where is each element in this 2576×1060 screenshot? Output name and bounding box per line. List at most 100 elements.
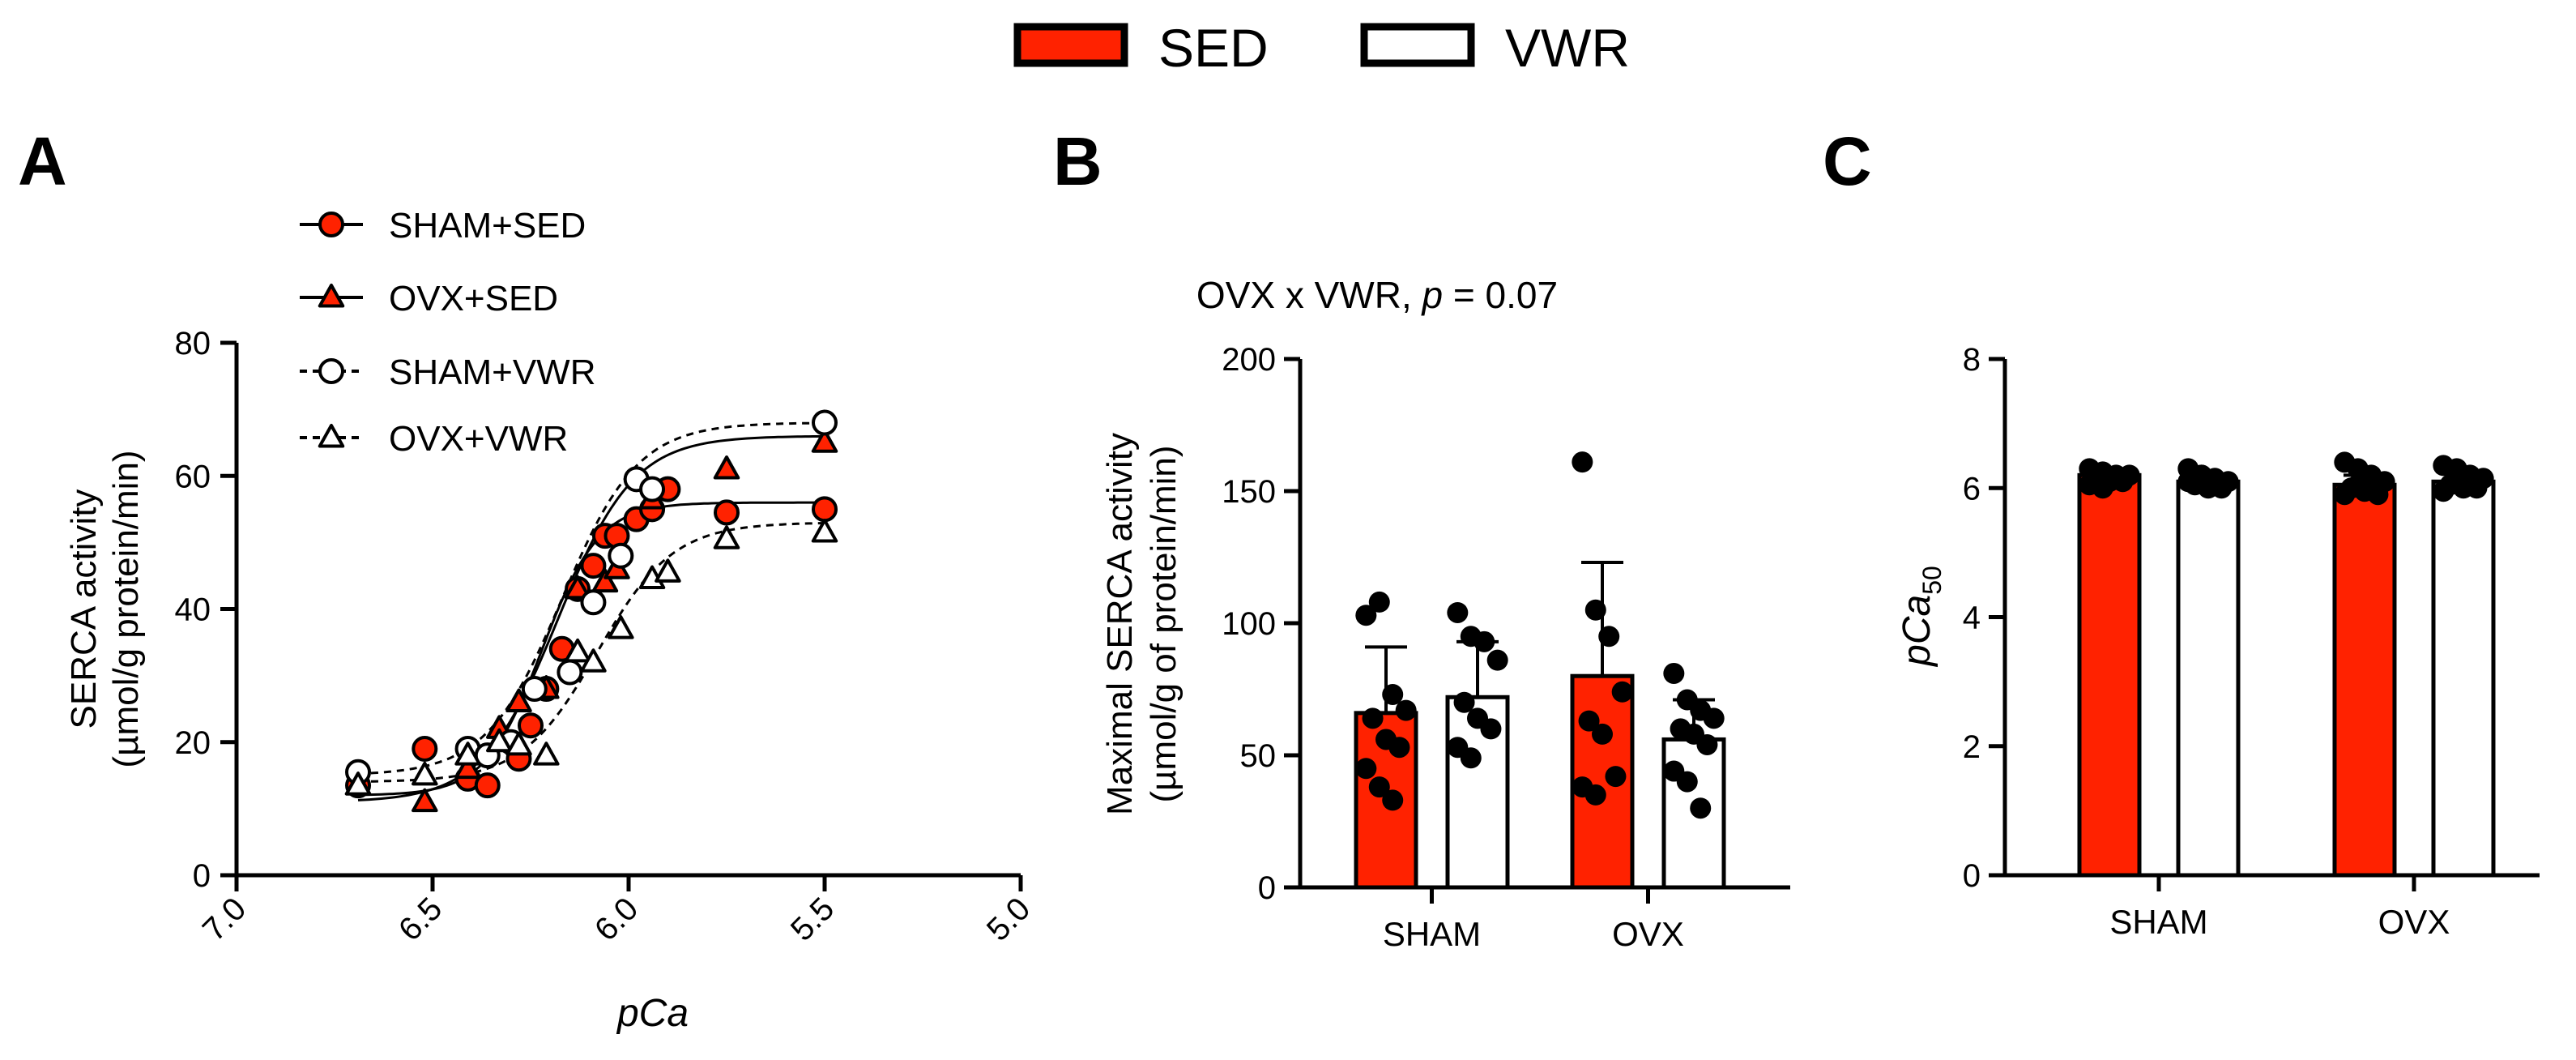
panel-b-sham-vwr-data-point — [1460, 747, 1482, 769]
panel-b: B OVX x VWR, p = 0.07 0 50 100 150 200 SHAM OV… — [1053, 97, 1823, 1060]
point-ovx-vwr — [608, 615, 634, 639]
legend-swatch-sed — [1013, 23, 1128, 67]
panel-b-y-tick-label: 100 — [1222, 606, 1276, 642]
panel-b-ovx-sed-data-point — [1584, 784, 1606, 806]
panel-c-sham-sed-bar — [2077, 472, 2142, 878]
panel-b-ovx-sed-data-point — [1572, 451, 1593, 473]
point-ovx-vwr — [533, 742, 560, 766]
panel-b-ovx-sed-data-point — [1592, 723, 1613, 745]
panel-c-y-tick-label: 4 — [1963, 601, 1981, 636]
panel-b-ovx-vwr-data-point — [1696, 733, 1718, 755]
panel-c-x-tick-label: OVX — [2378, 903, 2450, 941]
panel-b-axes: 0 50 100 150 200 SHAM OVX Maximal SERCA activit… — [1100, 342, 1790, 953]
point-ovx-vwr — [505, 731, 532, 756]
panel-c-sham-vwr-bar — [2176, 479, 2241, 878]
point-ovx-vwr — [486, 728, 513, 753]
panel-a-x-tick-label: 6.5 — [392, 891, 449, 947]
panel-a-legend-marker-sham-sed — [318, 212, 344, 237]
panel-b-y-tick-label: 150 — [1222, 474, 1276, 510]
panel-c: C 0 2 4 6 8 SHAM OVX pCa50 — [1823, 97, 2576, 1060]
point-sham-vwr — [639, 476, 666, 502]
point-sham-vwr — [580, 589, 607, 616]
panel-c-ovx-sed-data-point — [2367, 484, 2389, 506]
top-legend: SED VWR — [0, 0, 2576, 97]
panel-b-sham-sed-data-point — [1382, 684, 1404, 706]
point-sham-vwr — [608, 542, 634, 569]
point-ovx-vwr — [344, 771, 372, 796]
panel-b-ovx-sed-data-point — [1611, 681, 1633, 703]
panel-c-y-axis-title: pCa50 — [1896, 566, 1947, 668]
point-ovx-sed — [811, 429, 838, 453]
point-sham-sed — [812, 496, 838, 523]
fit-curve-ovx-sed — [357, 434, 825, 801]
panel-a-y-axis-title-line: (µmol/g protein/min) — [106, 450, 146, 767]
panel-b-ovx-sed-data-point — [1598, 626, 1620, 648]
panel-b-sham-sed-data-point — [1382, 789, 1404, 811]
panel-b-sham-sed-data-point — [1355, 605, 1377, 626]
panel-b-sham-vwr-data-point — [1447, 601, 1469, 623]
panel-a-y-axis-title: SERCA activity(µmol/g protein/min) — [64, 450, 146, 767]
panel-a-legend-marker-sham-vwr — [318, 358, 344, 384]
panel-b-letter: B — [1053, 123, 1102, 199]
point-sham-vwr — [557, 659, 583, 686]
point-sham-sed — [518, 712, 544, 739]
point-sham-sed — [412, 735, 438, 762]
panel-c-ovx-sed-bar — [2332, 482, 2397, 878]
panel-b-y-tick-label: 200 — [1222, 342, 1276, 378]
panel-b-y-axis-title-line: Maximal SERCA activity — [1100, 433, 1140, 815]
panel-a-y-tick-label: 80 — [175, 326, 211, 361]
panel-a-legend-marker-ovx-vwr — [318, 424, 345, 448]
panel-a-y-axis-title-line: SERCA activity — [64, 489, 104, 729]
panel-c-ovx-vwr-bar — [2431, 479, 2496, 878]
panel-a-legend-label-ovx-vwr: OVX+VWR — [389, 419, 568, 459]
panel-c-chart: C 0 2 4 6 8 SHAM OVX pCa50 — [1823, 123, 2540, 941]
panel-b-y-tick-label: 50 — [1240, 738, 1277, 774]
panel-c-y-tick-label: 6 — [1963, 471, 1981, 506]
fit-curve-ovx-vwr — [358, 522, 825, 783]
panel-a-chart: A SHAM+SED OVX+SED SHAM+VWR OVX+VWR 0 20 40 60… — [18, 123, 1037, 1035]
panel-b-sham-vwr-data-point — [1453, 691, 1475, 713]
panel-a-letter: A — [18, 123, 67, 199]
panel-c-bars — [2077, 451, 2496, 878]
panel-a-x-tick-label: 5.0 — [980, 891, 1037, 947]
panel-c-ovx-vwr-data-point — [2466, 477, 2488, 499]
panel-b-y-axis-title: Maximal SERCA activity (µmol/g of protein… — [1100, 433, 1184, 815]
legend-swatch-vwr — [1360, 23, 1475, 67]
legend-label-vwr: VWR — [1505, 18, 1630, 78]
panel-c-y-axis-title-main: pCa — [1896, 595, 1938, 668]
panel-c-y-tick-label: 0 — [1963, 858, 1981, 894]
point-ovx-sed — [713, 455, 740, 480]
top-legend-svg: SED VWR — [1013, 18, 1630, 78]
panel-c-letter: C — [1823, 123, 1872, 199]
panel-b-y-tick-label: 0 — [1258, 870, 1276, 906]
panel-c-sham-sed-data-point — [2112, 471, 2134, 493]
panel-c-y-tick-label: 2 — [1963, 729, 1981, 765]
panel-b-sham-vwr-data-point — [1486, 649, 1508, 671]
panel-a: A SHAM+SED OVX+SED SHAM+VWR OVX+VWR 0 20 40 60… — [0, 97, 1053, 1060]
panel-b-annotation: OVX x VWR, p = 0.07 — [1196, 274, 1558, 316]
panel-a-x-axis-title: pCa — [616, 992, 689, 1035]
panel-b-annotation-p: p — [1421, 274, 1444, 316]
panel-b-y-axis-title-line: (µmol/g of protein/min) — [1144, 445, 1184, 802]
panel-b-ovx-vwr-data-point — [1703, 707, 1725, 729]
point-sham-vwr — [812, 409, 838, 436]
panel-b-x-tick-label: OVX — [1612, 915, 1684, 953]
panel-c-ovx-sed-data-point — [2347, 474, 2369, 496]
panel-a-fit-curves — [357, 421, 825, 801]
panel-b-bars — [1354, 451, 1726, 890]
point-ovx-vwr — [412, 761, 438, 786]
point-ovx-sed — [591, 568, 619, 593]
panel-b-chart: B OVX x VWR, p = 0.07 0 50 100 150 200 SHAM OV… — [1053, 123, 1790, 953]
point-ovx-vwr — [564, 638, 591, 663]
point-sham-vwr — [521, 676, 548, 703]
panel-a-y-tick-label: 40 — [175, 592, 211, 628]
panel-b-sham-sed-data-point — [1368, 591, 1390, 613]
point-sham-sed — [474, 772, 501, 799]
point-ovx-sed — [454, 754, 481, 780]
point-ovx-sed — [412, 788, 438, 813]
panel-a-legend-label-ovx-sed: OVX+SED — [389, 279, 558, 318]
panel-c-sham-vwr-data-point — [2190, 464, 2212, 486]
panel-a-x-tick-label: 7.0 — [196, 891, 253, 947]
panel-c-ovx-vwr-data-point — [2433, 481, 2454, 502]
point-ovx-vwr — [454, 742, 481, 766]
